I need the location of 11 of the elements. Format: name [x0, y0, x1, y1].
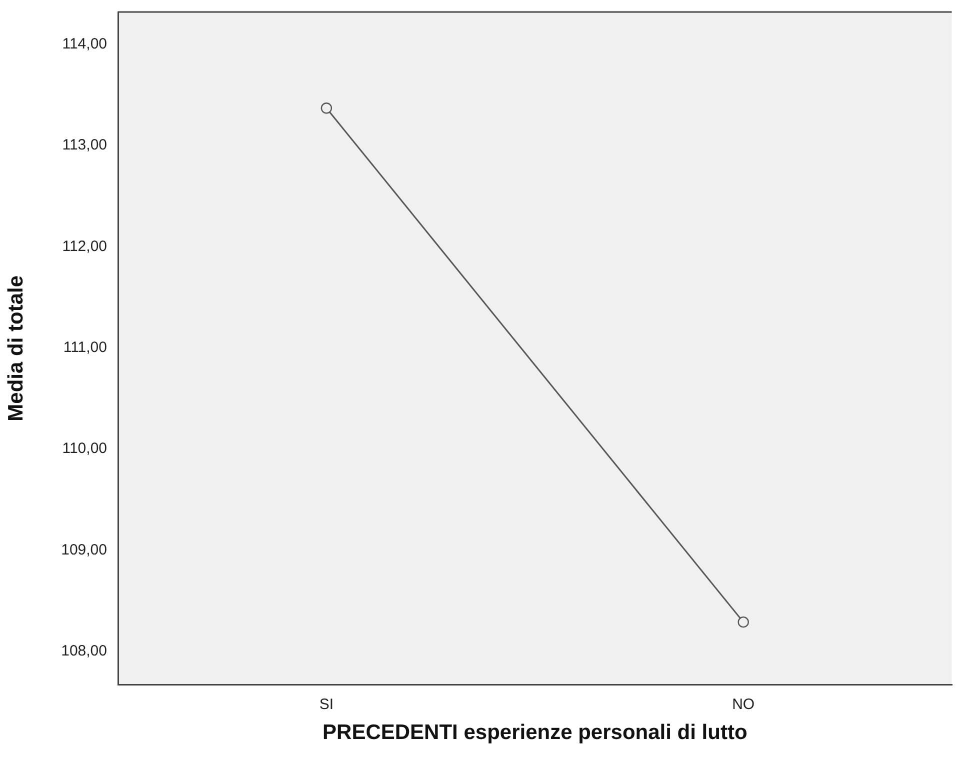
y-tick-label: 112,00 — [62, 238, 107, 255]
x-axis-title: PRECEDENTI esperienze personali di lutto — [322, 721, 748, 744]
y-axis-title: Media di totale — [4, 275, 28, 422]
y-tick-label: 114,00 — [62, 36, 107, 53]
y-tick-label: 110,00 — [62, 440, 107, 458]
y-tick-label: 108,00 — [61, 642, 107, 660]
x-tick-label: NO — [732, 696, 755, 713]
y-tick-label: 109,00 — [61, 541, 107, 558]
y-tick-label: 113,00 — [62, 136, 107, 154]
x-tick-label: SI — [319, 696, 334, 713]
y-tick-label: 111,00 — [63, 339, 107, 356]
